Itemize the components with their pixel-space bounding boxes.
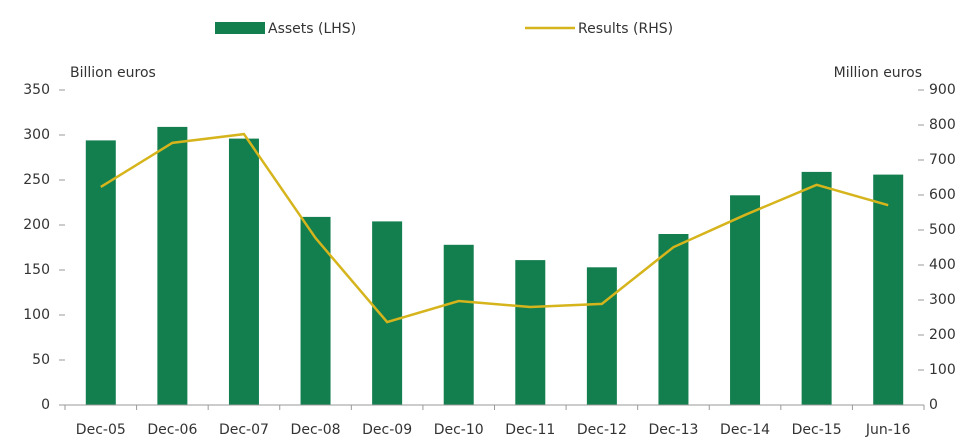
y-tick-label: 50 bbox=[32, 352, 50, 368]
y2-axis-label: Million euros bbox=[834, 65, 922, 81]
y-tick-label: 300 bbox=[23, 127, 50, 143]
x-tick-label: Dec-09 bbox=[362, 422, 412, 438]
bar bbox=[801, 171, 832, 405]
legend-swatch bbox=[215, 22, 265, 34]
bar bbox=[443, 244, 474, 405]
x-tick-label: Dec-13 bbox=[648, 422, 698, 438]
x-tick-label: Dec-10 bbox=[434, 422, 484, 438]
x-tick-label: Dec-07 bbox=[219, 422, 269, 438]
bar bbox=[157, 126, 188, 406]
y2-tick-label: 300 bbox=[929, 292, 956, 308]
y-tick-label: 250 bbox=[23, 172, 50, 188]
y-tick-label: 100 bbox=[23, 307, 50, 323]
y-tick-label: 0 bbox=[41, 397, 50, 413]
bar bbox=[586, 267, 617, 405]
y2-tick-label: 900 bbox=[929, 82, 956, 98]
y-tick-label: 200 bbox=[23, 217, 50, 233]
y-tick-label: 350 bbox=[23, 82, 50, 98]
legend-label: Assets (LHS) bbox=[268, 21, 356, 37]
y2-tick-label: 400 bbox=[929, 257, 956, 273]
bar bbox=[228, 138, 259, 405]
bar bbox=[658, 234, 689, 405]
x-tick-label: Dec-14 bbox=[720, 422, 770, 438]
y2-tick-label: 100 bbox=[929, 362, 956, 378]
x-tick-label: Dec-12 bbox=[577, 422, 627, 438]
y-axis-label: Billion euros bbox=[70, 65, 156, 81]
x-tick-label: Jun-16 bbox=[865, 422, 911, 438]
y2-tick-label: 0 bbox=[929, 397, 938, 413]
y2-tick-label: 500 bbox=[929, 222, 956, 238]
bar bbox=[85, 140, 116, 405]
bar bbox=[515, 260, 546, 405]
y2-tick-label: 200 bbox=[929, 327, 956, 343]
x-tick-label: Dec-15 bbox=[792, 422, 842, 438]
bar bbox=[300, 216, 331, 405]
legend-label: Results (RHS) bbox=[578, 21, 673, 37]
bar bbox=[372, 221, 403, 405]
y-tick-label: 150 bbox=[23, 262, 50, 278]
x-tick-label: Dec-06 bbox=[147, 422, 197, 438]
y2-tick-label: 800 bbox=[929, 117, 956, 133]
x-tick-label: Dec-08 bbox=[291, 422, 341, 438]
line bbox=[100, 132, 889, 324]
x-tick-label: Dec-05 bbox=[76, 422, 126, 438]
bar bbox=[873, 174, 904, 405]
y2-tick-label: 700 bbox=[929, 152, 956, 168]
bar bbox=[730, 195, 761, 405]
x-tick-label: Dec-11 bbox=[505, 422, 555, 438]
y2-tick-label: 600 bbox=[929, 187, 956, 203]
